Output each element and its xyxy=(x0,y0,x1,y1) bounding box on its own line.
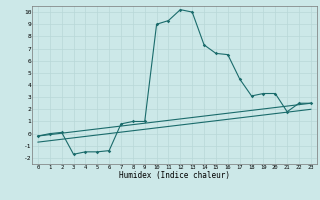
X-axis label: Humidex (Indice chaleur): Humidex (Indice chaleur) xyxy=(119,171,230,180)
